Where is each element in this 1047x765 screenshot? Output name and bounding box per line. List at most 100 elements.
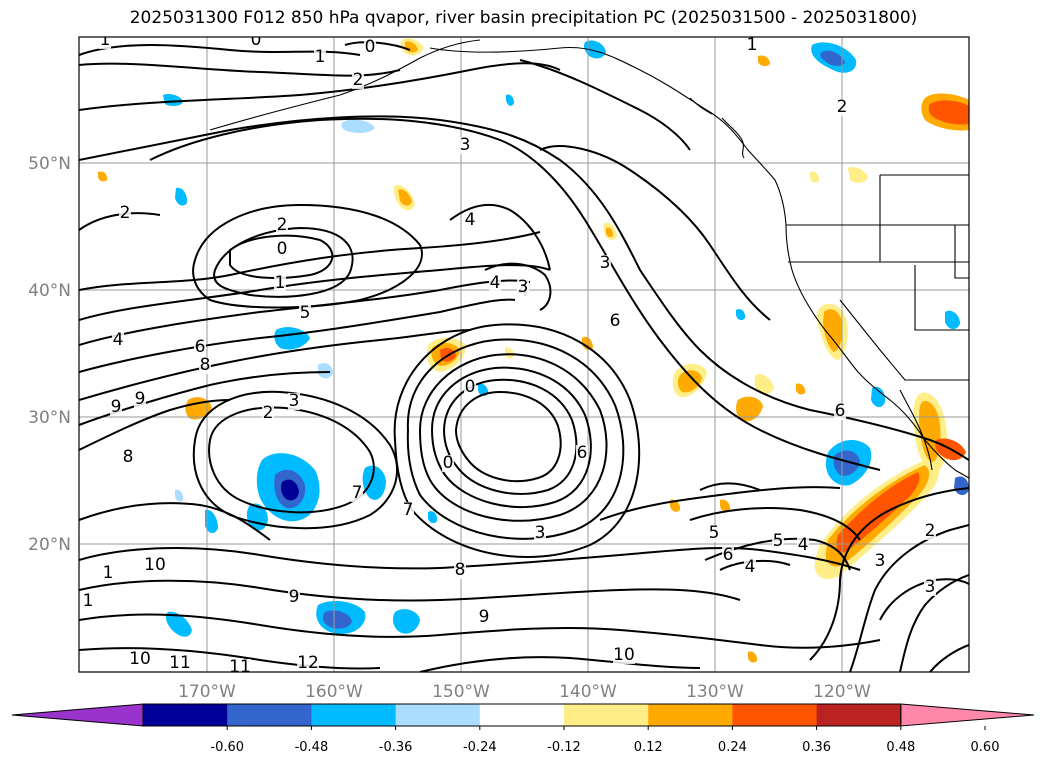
colorbar-segment <box>311 704 397 726</box>
contour-label-bg <box>112 332 124 349</box>
contour-label-bg <box>194 339 206 356</box>
lon-label-120w: 120°W <box>813 682 871 702</box>
map-frame <box>78 36 970 673</box>
contour-label: 12 <box>297 653 319 673</box>
contour-label-bg <box>722 547 734 564</box>
contour-label-bg <box>464 212 476 229</box>
contour-label-bg <box>352 72 364 89</box>
contour-label-bg <box>299 305 311 322</box>
contour-label: 4 <box>465 210 476 230</box>
contour-label: 5 <box>300 303 311 323</box>
colorbar-tick-label: -0.36 <box>379 740 413 755</box>
contour-label: 10 <box>129 649 151 669</box>
contour-label: 8 <box>200 355 211 375</box>
contour-label: 6 <box>195 337 206 357</box>
contour-label-bg <box>99 37 111 49</box>
colorbar-segment <box>816 704 902 726</box>
colorbar-segment <box>732 704 818 726</box>
contour-label: 3 <box>875 551 886 571</box>
contour-label-bg <box>288 589 300 606</box>
colorbar-max-extend <box>900 703 1035 727</box>
contour-label: 10 <box>144 555 166 575</box>
lon-label-160w: 160°W <box>305 682 363 702</box>
colorbar-segment <box>227 704 312 726</box>
colorbar-tick-label: -0.48 <box>295 740 329 755</box>
contour-label: 1 <box>100 30 111 50</box>
contour-label: 0 <box>365 37 376 57</box>
contour-label-bg <box>229 659 251 672</box>
chart-title: 2025031300 F012 850 hPa qvapor, river ba… <box>129 8 918 28</box>
colorbar-segment <box>648 704 733 726</box>
contour-label: 6 <box>723 545 734 565</box>
contour-label-bg <box>599 255 611 272</box>
contour-label-bg <box>772 533 784 550</box>
contour-label: 3 <box>600 253 611 273</box>
contour-label-bg <box>924 523 936 540</box>
contour-label: 7 <box>352 483 363 503</box>
contour-label-bg <box>836 99 848 116</box>
contour-label-bg <box>576 445 588 462</box>
contour-label: 1 <box>315 47 326 67</box>
contour-label: 11 <box>229 657 251 677</box>
contour-label: 4 <box>798 535 809 555</box>
contour-label: 5 <box>709 523 720 543</box>
colorbar-tick-label: -0.24 <box>463 740 497 755</box>
contour-labels: 1012022014343456899823006776354610981011… <box>82 30 936 677</box>
contour-label: 9 <box>111 397 122 417</box>
contour-label: 2 <box>925 521 936 541</box>
contour-label: 2 <box>837 97 848 117</box>
contour-label: 2 <box>277 215 288 235</box>
longitude-labels: 170°W 160°W 150°W 140°W 130°W 120°W <box>178 682 871 702</box>
contour-label: 5 <box>773 531 784 551</box>
colorbar-tick-label: 0.48 <box>886 740 915 755</box>
contour-label: 2 <box>120 203 131 223</box>
contour-label: 1 <box>83 591 94 611</box>
contour-label-bg <box>746 37 758 54</box>
contour-label: 0 <box>443 453 454 473</box>
contour-label: 11 <box>169 653 191 673</box>
contour-label-bg <box>613 647 635 664</box>
contour-label-bg <box>517 279 529 296</box>
contour-label-bg <box>144 557 166 574</box>
contour-label-bg <box>297 655 319 672</box>
contour-label: 6 <box>835 401 846 421</box>
contour-label-bg <box>797 537 809 554</box>
coastlines <box>209 39 969 479</box>
contour-label-bg <box>442 455 454 472</box>
contour-label-bg <box>464 379 476 396</box>
lon-label-150w: 150°W <box>432 682 490 702</box>
contour-label-bg <box>250 37 262 49</box>
contour-label: 10 <box>613 645 635 665</box>
contour-label: 3 <box>535 523 546 543</box>
contour-label-bg <box>102 565 114 582</box>
contour-label: 9 <box>289 587 300 607</box>
contour-label-bg <box>402 502 414 519</box>
colorbar-frame <box>142 703 902 727</box>
contour-label: 4 <box>490 273 501 293</box>
contour-label: 7 <box>403 500 414 520</box>
contour-label: 6 <box>610 311 621 331</box>
contour-label-bg <box>276 217 288 234</box>
contour-label-bg <box>274 275 286 292</box>
contour-label: 3 <box>518 277 529 297</box>
colorbar-min-extend <box>11 703 144 727</box>
colorbar-tick-label: -0.12 <box>547 740 581 755</box>
contour-label: 3 <box>460 135 471 155</box>
contour-label-bg <box>708 525 720 542</box>
contour-label: 6 <box>577 443 588 463</box>
lon-label-130w: 130°W <box>686 682 744 702</box>
contour-label-bg <box>364 39 376 56</box>
colorbar-tick-label: 0.24 <box>718 740 747 755</box>
contour-label-bg <box>534 525 546 542</box>
contour-label-bg <box>924 579 936 596</box>
contour-label: 1 <box>275 273 286 293</box>
contour-label-bg <box>134 391 146 408</box>
contour-label-bg <box>110 399 122 416</box>
contour-label-bg <box>351 485 363 502</box>
contour-label-bg <box>288 393 300 410</box>
contour-label: 8 <box>455 560 466 580</box>
contour-label: 9 <box>479 607 490 627</box>
contour-lines <box>79 41 969 672</box>
contour-label: 0 <box>277 239 288 259</box>
contour-label-bg <box>122 449 134 466</box>
